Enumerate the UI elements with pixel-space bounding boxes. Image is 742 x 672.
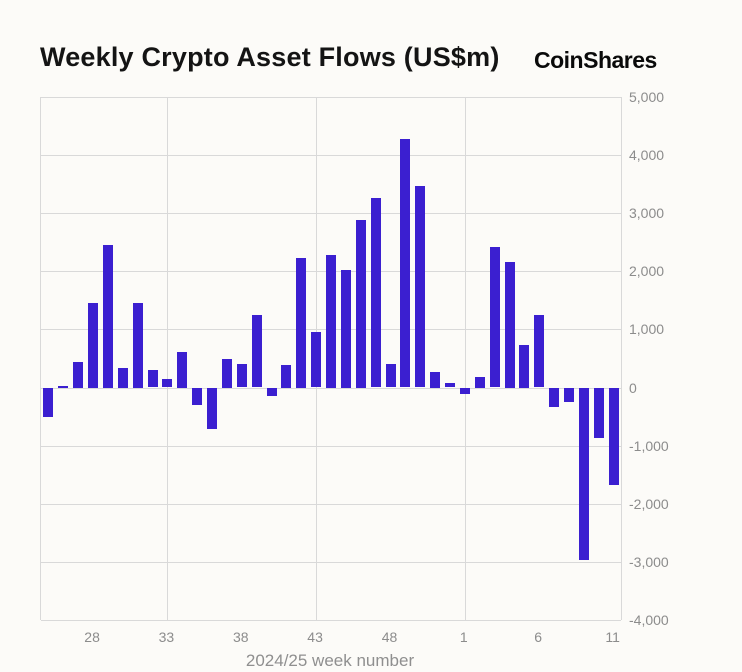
bar-week-31	[132, 303, 143, 388]
y-axis-label--1000: -1,000	[629, 437, 669, 454]
x-axis-label-6: 6	[534, 629, 543, 645]
bar-week-43	[311, 332, 322, 388]
gridline-x-week-1	[464, 97, 466, 620]
x-axis-label-11: 11	[605, 629, 620, 645]
bar-week-11	[608, 387, 619, 486]
bar-week-44	[326, 255, 336, 388]
gridline-y-4000	[41, 155, 621, 157]
bar-week-46	[355, 220, 366, 388]
y-axis-label-0: 0	[629, 379, 637, 396]
bar-week-1	[459, 387, 470, 394]
x-axis-label-1: 1	[459, 629, 468, 645]
x-axis: 28 33 38 43 48 1 6 11	[40, 629, 620, 647]
bar-week-34	[177, 351, 188, 388]
x-axis-label-38: 38	[233, 629, 249, 645]
bar-week-2	[474, 377, 485, 388]
bar-week-3	[489, 246, 500, 388]
x-axis-label-48: 48	[381, 629, 398, 645]
bar-week-39	[251, 314, 262, 388]
bar-week-50	[415, 185, 426, 388]
bar-week-48	[385, 364, 396, 388]
y-axis-label--3000: -3,000	[629, 553, 669, 570]
bar-week-36	[207, 387, 217, 430]
bar-week-45	[340, 270, 351, 388]
x-axis-label-43: 43	[307, 629, 323, 645]
chart-title: Weekly Crypto Asset Flows (US$m)	[40, 42, 500, 72]
bar-week-42	[296, 258, 307, 388]
x-axis-label-33: 33	[158, 629, 175, 645]
gridline-y--1000	[41, 445, 621, 447]
bar-week-27	[73, 362, 84, 388]
bar-week-52	[445, 382, 455, 388]
x-axis-title: 2024/25 week number	[245, 651, 415, 670]
gridline-y-0	[41, 387, 621, 389]
plot-area	[40, 97, 622, 621]
bar-week-49	[400, 139, 411, 388]
y-axis-label-1000: 1,000	[629, 321, 665, 338]
y-axis-label-5000: 5,000	[629, 89, 665, 105]
bar-week-40	[266, 387, 277, 397]
bar-week-33	[162, 378, 173, 388]
gridline-y-3000	[41, 213, 621, 215]
bar-week-35	[192, 387, 203, 405]
bar-week-9	[578, 387, 589, 560]
y-axis-label-3000: 3,000	[629, 205, 665, 222]
bar-week-5	[519, 344, 530, 388]
gridline-y--4000	[41, 620, 621, 621]
bar-week-6	[534, 314, 545, 388]
y-axis-label-4000: 4,000	[629, 147, 665, 164]
bar-week-7	[549, 387, 560, 408]
gridline-y--3000	[41, 561, 621, 563]
bar-week-29	[102, 245, 113, 388]
y-axis-label--2000: -2,000	[629, 495, 669, 512]
bar-week-4	[504, 262, 515, 388]
bar-week-30	[117, 368, 128, 388]
gridline-y--2000	[41, 503, 621, 505]
bar-week-32	[147, 370, 158, 388]
x-axis-label-28: 28	[84, 629, 100, 645]
bar-week-47	[370, 198, 381, 388]
bar-week-8	[563, 387, 574, 403]
bar-week-37	[221, 358, 232, 388]
y-axis-label-2000: 2,000	[629, 263, 665, 280]
bar-week-41	[281, 364, 292, 388]
bar-week-25	[43, 387, 54, 417]
bar-week-28	[88, 303, 99, 388]
bar-week-26	[58, 386, 69, 388]
y-axis: 5,000 4,000 3,000 2,000 1,000 0 -1,000 -2,000 -3…	[629, 89, 709, 628]
gridline-x-week-33	[167, 97, 169, 620]
gridline-y-5000	[41, 97, 621, 98]
coinshares-logo: CoinShares	[534, 47, 657, 73]
bar-week-38	[236, 364, 247, 388]
bar-week-51	[430, 371, 441, 388]
bar-week-10	[593, 387, 604, 439]
y-axis-label--4000: -4,000	[629, 612, 669, 628]
